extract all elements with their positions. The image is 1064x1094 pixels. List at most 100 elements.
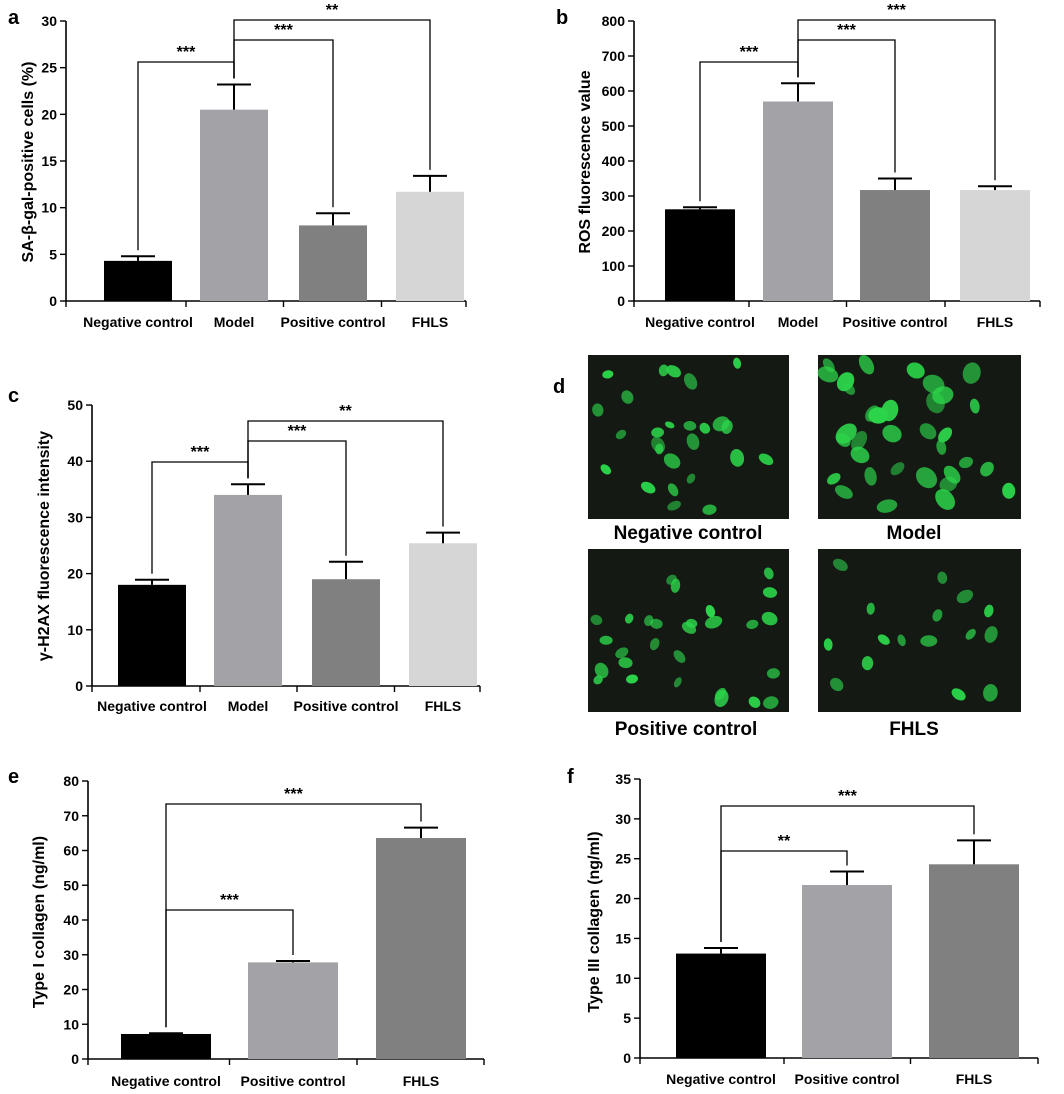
panel-e-category-label: Positive control: [240, 1073, 345, 1089]
cell-nucleus: [599, 635, 613, 645]
cell-nucleus: [761, 611, 778, 626]
panel-f-category-label: Negative control: [666, 1071, 776, 1087]
cell-nucleus: [600, 464, 612, 475]
panel-e-bar-negative-control: [121, 1033, 211, 1059]
panel-d-micrographs: d Negative control Model Positive contro…: [553, 354, 1021, 740]
panel-a-significance-label: ***: [274, 22, 293, 39]
panel-c-y-axis-label: γ-H2AX fluorescence intensity: [36, 431, 53, 661]
panel-b-letter: b: [556, 7, 568, 29]
panel-c-y-tick-label: 20: [67, 566, 83, 582]
micrograph-model: Model: [817, 354, 1021, 544]
panel-b-y-tick-label: 400: [602, 153, 626, 169]
panel-e-bar-positive-control: [248, 962, 338, 1059]
cell-nucleus: [640, 481, 656, 494]
cell-nucleus: [673, 650, 686, 663]
cell-nucleus: [624, 613, 634, 624]
panel-c-y-tick-label: 10: [67, 622, 83, 638]
panel-c-significance-label: ***: [288, 423, 307, 440]
cell-nucleus: [915, 467, 938, 489]
cell-nucleus: [822, 358, 835, 373]
panel-e-y-tick-label: 0: [71, 1051, 79, 1067]
cell-nucleus: [615, 647, 629, 659]
panel-f-y-axis-label: Type III collagen (ng/ml): [586, 831, 603, 1012]
panel-a-category-label: FHLS: [412, 314, 449, 330]
panel-f-y-tick-label: 10: [615, 970, 631, 986]
cell-nucleus: [984, 604, 994, 618]
panel-e-chart: e Type I collagen (ng/ml) 0 10 20 30 40 50 60 7…: [8, 766, 485, 1089]
panel-f-category-label: Positive control: [794, 1071, 899, 1087]
panel-f-y-tick-label: 25: [615, 851, 631, 867]
cell-nucleus: [876, 499, 898, 513]
panel-e-y-tick-label: 10: [63, 1016, 79, 1032]
micrograph-negative-control-label: Negative control: [614, 523, 763, 544]
cell-nucleus: [594, 662, 609, 679]
panel-c-y-tick-label: 30: [67, 509, 83, 525]
panel-b-y-axis-label: ROS fluorescence value: [577, 70, 594, 253]
panel-c-y-tick-label: 0: [75, 678, 83, 694]
panel-b-category-label: Negative control: [645, 314, 755, 330]
panel-a-y-tick-label: 25: [41, 60, 57, 76]
cell-nucleus: [602, 370, 614, 379]
cell-nucleus: [673, 677, 682, 688]
panel-b-y-tick-label: 500: [602, 118, 626, 134]
cell-nucleus: [686, 473, 696, 484]
micrograph-negative-control: Negative control: [588, 355, 789, 544]
panel-b-chart: b ROS fluorescence value 0 100 200 300 400 50…: [556, 2, 1041, 330]
panel-a-bar-model: [200, 109, 268, 302]
cell-nucleus: [730, 449, 745, 467]
panel-c-letter: c: [8, 385, 19, 407]
cell-nucleus: [834, 485, 853, 499]
cell-nucleus: [655, 443, 664, 455]
micrograph-fhls-label: FHLS: [889, 719, 939, 740]
panel-e-y-tick-label: 20: [63, 982, 79, 998]
cell-nucleus: [830, 677, 844, 692]
panel-b-y-tick-label: 300: [602, 188, 626, 204]
cell-nucleus: [651, 427, 664, 438]
cell-nucleus: [658, 364, 669, 377]
panel-a-bar-negative-control: [104, 260, 172, 301]
panel-f-marks: 0 5 10 15 20 25 30 35 Negative control Positive c…: [615, 771, 1039, 1087]
panel-a-category-label: Negative control: [83, 314, 193, 330]
panel-c-significance-bracket: [247, 420, 444, 527]
panel-a-y-tick-label: 10: [41, 200, 57, 216]
panel-e-y-tick-label: 30: [63, 947, 79, 963]
cell-nucleus: [951, 688, 966, 701]
panel-e-marks: 0 10 20 30 40 50 60 70 80 Negative control Positiv…: [63, 773, 485, 1089]
panel-b-y-tick-label: 0: [617, 293, 625, 309]
cell-nucleus: [621, 390, 634, 404]
panel-c-bar-fhls: [409, 543, 477, 686]
cell-nucleus: [897, 634, 906, 647]
panel-b-category-label: Positive control: [842, 314, 947, 330]
cell-nucleus: [714, 689, 729, 708]
panel-e-category-label: Negative control: [111, 1073, 221, 1089]
micrograph-negative-control-nuclei: [592, 357, 774, 515]
cell-nucleus: [592, 403, 604, 417]
cell-nucleus: [984, 626, 998, 643]
panel-b-y-tick-label: 600: [602, 83, 626, 99]
panel-a-chart: a SA-β-gal-positive cells (%) 0 5 10 15 20 25…: [8, 2, 467, 330]
panel-a-y-tick-label: 15: [41, 153, 57, 169]
panel-f-y-tick-label: 20: [615, 891, 631, 907]
panel-f-y-tick-label: 30: [615, 811, 631, 827]
cell-nucleus: [721, 419, 733, 435]
panel-b-category-label: Model: [778, 314, 818, 330]
cell-nucleus: [667, 483, 679, 497]
panel-e-y-axis-label: Type I collagen (ng/ml): [31, 836, 48, 1008]
cell-nucleus: [938, 427, 953, 443]
panel-a-bar-fhls: [396, 191, 464, 301]
cell-nucleus: [686, 433, 700, 450]
micrograph-model-nuclei: [817, 354, 1016, 513]
cell-nucleus: [590, 614, 603, 626]
panel-b-y-tick-label: 700: [602, 48, 626, 64]
panel-b-y-tick-label: 100: [602, 258, 626, 274]
cell-nucleus: [681, 621, 697, 634]
cell-nucleus: [843, 382, 856, 395]
cell-nucleus: [823, 638, 833, 651]
cell-nucleus: [705, 604, 716, 618]
cell-nucleus: [936, 439, 947, 455]
cell-nucleus: [763, 567, 774, 580]
cell-nucleus: [965, 628, 976, 640]
cell-nucleus: [763, 696, 779, 709]
panel-f-significance-bracket: [720, 805, 975, 942]
panel-a-y-tick-label: 5: [49, 246, 57, 262]
